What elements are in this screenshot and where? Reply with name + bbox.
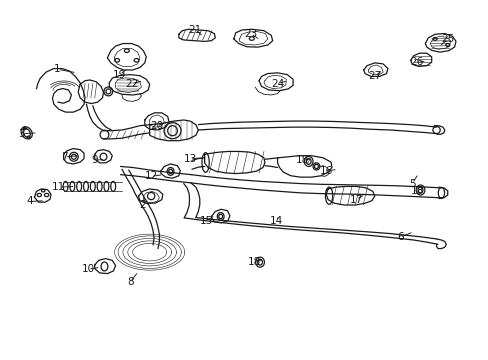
Text: 9: 9 <box>91 156 98 165</box>
Text: 16: 16 <box>319 166 332 176</box>
Text: 3: 3 <box>19 129 25 139</box>
Text: 5: 5 <box>408 179 415 189</box>
Text: 18: 18 <box>247 257 260 267</box>
Text: 15: 15 <box>200 216 213 226</box>
Text: 6: 6 <box>396 232 403 242</box>
Text: 25: 25 <box>440 34 453 44</box>
Text: 18: 18 <box>296 156 309 165</box>
Text: 18: 18 <box>409 186 423 196</box>
Text: 24: 24 <box>270 78 284 89</box>
Text: 27: 27 <box>367 71 381 81</box>
Text: 19: 19 <box>113 69 126 80</box>
Text: 17: 17 <box>349 195 362 204</box>
Text: 12: 12 <box>144 171 158 181</box>
Text: 13: 13 <box>183 154 196 163</box>
Text: 7: 7 <box>61 152 68 162</box>
Text: 1: 1 <box>54 64 61 74</box>
Text: 4: 4 <box>26 197 33 206</box>
Text: 23: 23 <box>244 28 257 39</box>
Text: 10: 10 <box>81 264 94 274</box>
Text: 11: 11 <box>52 182 65 192</box>
Text: 14: 14 <box>269 216 282 226</box>
Text: 20: 20 <box>150 121 163 131</box>
Text: 8: 8 <box>127 277 133 287</box>
Text: 2: 2 <box>139 200 145 210</box>
Text: 26: 26 <box>409 57 423 67</box>
Text: 22: 22 <box>125 78 138 89</box>
Text: 21: 21 <box>188 25 201 35</box>
